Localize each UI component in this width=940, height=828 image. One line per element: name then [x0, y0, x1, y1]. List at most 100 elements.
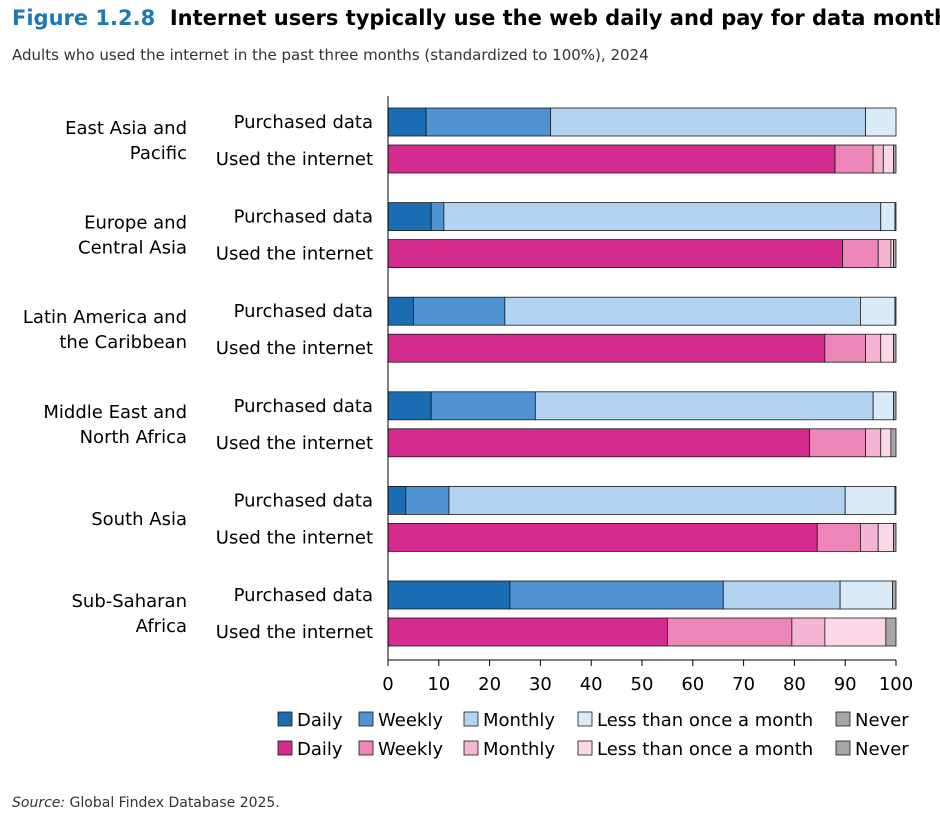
legend-swatch — [277, 711, 293, 727]
row-label: Purchased data — [234, 585, 373, 606]
bar-segment — [387, 428, 811, 458]
legend-swatch — [277, 740, 293, 756]
bar-segment — [893, 333, 897, 363]
group-label: Europe and — [84, 213, 187, 234]
x-tick-label: 50 — [631, 674, 654, 695]
figure-subtitle: Adults who used the internet in the past… — [12, 46, 649, 64]
legend-label: Never — [855, 710, 909, 731]
x-tick-label: 0 — [382, 674, 393, 695]
bar-segment — [430, 202, 445, 232]
x-tick-label: 100 — [879, 674, 913, 695]
legend-label: Daily — [297, 739, 343, 760]
row-label: Purchased data — [234, 112, 373, 133]
bar-segment — [722, 580, 841, 610]
bar-segment — [882, 144, 894, 174]
legend-swatch — [463, 740, 479, 756]
x-tick-label: 20 — [478, 674, 501, 695]
row-label: Purchased data — [234, 490, 373, 511]
group-label: Africa — [136, 616, 187, 637]
legend-label: Less than once a month — [597, 739, 813, 760]
row-label: Purchased data — [234, 301, 373, 322]
x-tick-label: 60 — [681, 674, 704, 695]
bar-segment — [387, 485, 407, 515]
x-tick-label: 40 — [580, 674, 603, 695]
legend-label: Daily — [297, 710, 343, 731]
bar-segment — [387, 580, 511, 610]
row-label: Used the internet — [216, 149, 373, 170]
bar-segment — [893, 239, 897, 269]
bar-segment — [890, 428, 897, 458]
group-label: North Africa — [80, 427, 187, 448]
bar-segment — [865, 333, 882, 363]
bar-segment — [412, 296, 506, 326]
bar-segment — [387, 617, 668, 647]
figure-label: Figure 1.2.8 — [12, 6, 156, 30]
bar-segment — [387, 296, 414, 326]
bar-segment — [872, 144, 884, 174]
bar-segment — [824, 617, 887, 647]
bar-segment — [834, 144, 874, 174]
legend-label: Weekly — [378, 739, 443, 760]
bar-segment — [893, 391, 897, 421]
bar-segment — [387, 202, 432, 232]
bar-segment — [865, 428, 882, 458]
bar-segment — [824, 333, 866, 363]
bar-segment — [667, 617, 793, 647]
group-label: the Caribbean — [59, 332, 187, 353]
legend-swatch — [358, 740, 374, 756]
bar-segment — [387, 333, 826, 363]
row-label: Purchased data — [234, 396, 373, 417]
bar-segment — [860, 523, 879, 552]
group-label: Latin America and — [23, 307, 187, 328]
source-note: Source: Global Findex Database 2025. — [12, 795, 280, 811]
legend-swatch — [577, 711, 593, 727]
bar-segment — [809, 428, 866, 458]
bar-segment — [865, 107, 897, 137]
bar-segment — [443, 202, 882, 232]
bar-segment — [872, 391, 894, 421]
legend-label: Weekly — [378, 710, 443, 731]
row-label: Used the internet — [216, 244, 373, 265]
legend-swatch — [835, 711, 851, 727]
x-tick-label: 30 — [529, 674, 552, 695]
bar-segment — [387, 523, 818, 552]
group-label: Pacific — [130, 143, 187, 164]
bar-segment — [880, 202, 896, 232]
bar-segment — [387, 391, 432, 421]
bar-segment — [387, 239, 844, 269]
legend-label: Never — [855, 739, 909, 760]
x-tick-label: 90 — [834, 674, 857, 695]
row-label: Purchased data — [234, 207, 373, 228]
bar-segment — [880, 333, 894, 363]
group-label: Middle East and — [43, 402, 187, 423]
row-label: Used the internet — [216, 527, 373, 548]
bar-segment — [509, 580, 724, 610]
group-label: East Asia and — [65, 118, 187, 139]
bar-segment — [425, 107, 551, 137]
bar-segment — [885, 617, 897, 647]
bar-segment — [534, 391, 874, 421]
bar-segment — [894, 296, 897, 326]
stacked-bar-chart: East Asia and Pacific Purchased data Used t… — [23, 96, 913, 760]
row-label: Used the internet — [216, 338, 373, 359]
legend-label: Monthly — [483, 710, 555, 731]
bar-segment — [816, 523, 861, 552]
legend-label: Monthly — [483, 739, 555, 760]
bar-segment — [842, 239, 879, 269]
legend-swatch — [577, 740, 593, 756]
x-tick-label: 10 — [427, 674, 450, 695]
source-label: Source: — [12, 795, 66, 811]
bar-segment — [877, 523, 894, 552]
legend-swatch — [358, 711, 374, 727]
bar-segment — [893, 144, 897, 174]
row-label: Used the internet — [216, 433, 373, 454]
bar-segment — [550, 107, 866, 137]
bar-segment — [839, 580, 893, 610]
bar-segment — [892, 580, 897, 610]
bar-segment — [448, 485, 846, 515]
source-text: Global Findex Database 2025. — [65, 795, 280, 811]
bar-segment — [504, 296, 861, 326]
figure-title-text: Internet users typically use the web dai… — [169, 6, 940, 30]
x-tick-label: 70 — [732, 674, 755, 695]
bar-segment — [387, 107, 427, 137]
